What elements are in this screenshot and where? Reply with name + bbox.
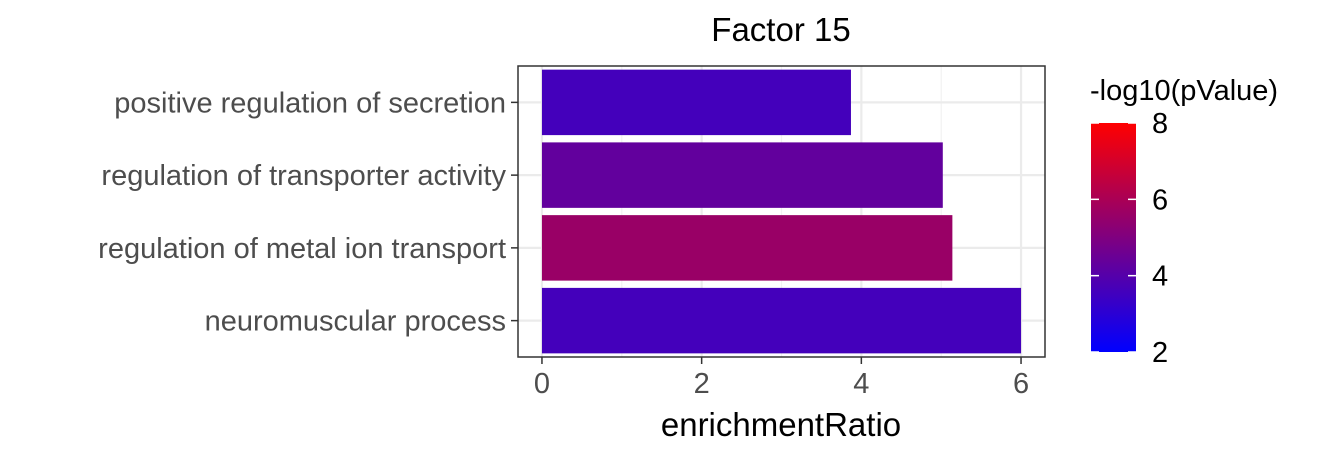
x-axis: 0 2 4 6 (534, 357, 1029, 400)
colorbar-ticks: 2 4 6 8 (1091, 108, 1168, 369)
bar (541, 287, 1022, 354)
bars (541, 69, 1022, 354)
y-tick-label: regulation of transporter activity (101, 160, 506, 192)
colorbar-tick-label: 8 (1152, 108, 1168, 140)
y-tick-label: positive regulation of secretion (114, 87, 506, 119)
colorbar-tick-label: 6 (1152, 184, 1168, 216)
colorbar-legend: -log10(pValue) 2 4 6 8 (1090, 75, 1278, 369)
x-tick-label: 2 (694, 368, 710, 400)
x-tick-label: 4 (853, 368, 869, 400)
x-tick-label: 0 (534, 368, 550, 400)
x-tick-label: 6 (1013, 368, 1029, 400)
colorbar-tick-label: 2 (1152, 337, 1168, 369)
bar (541, 69, 851, 136)
chart-title: Factor 15 (711, 11, 850, 48)
panel-border (517, 65, 1046, 358)
y-tick-label: neuromuscular process (205, 306, 506, 338)
colorbar-title: -log10(pValue) (1090, 75, 1278, 107)
bar (541, 142, 943, 208)
y-tick-label: regulation of metal ion transport (98, 233, 506, 265)
colorbar-tick-label: 4 (1152, 261, 1168, 293)
bar (541, 215, 953, 281)
y-axis: positive regulation of secretion regulati… (98, 87, 518, 338)
x-axis-title: enrichmentRatio (661, 406, 901, 443)
colorbar-gradient (1091, 123, 1136, 352)
